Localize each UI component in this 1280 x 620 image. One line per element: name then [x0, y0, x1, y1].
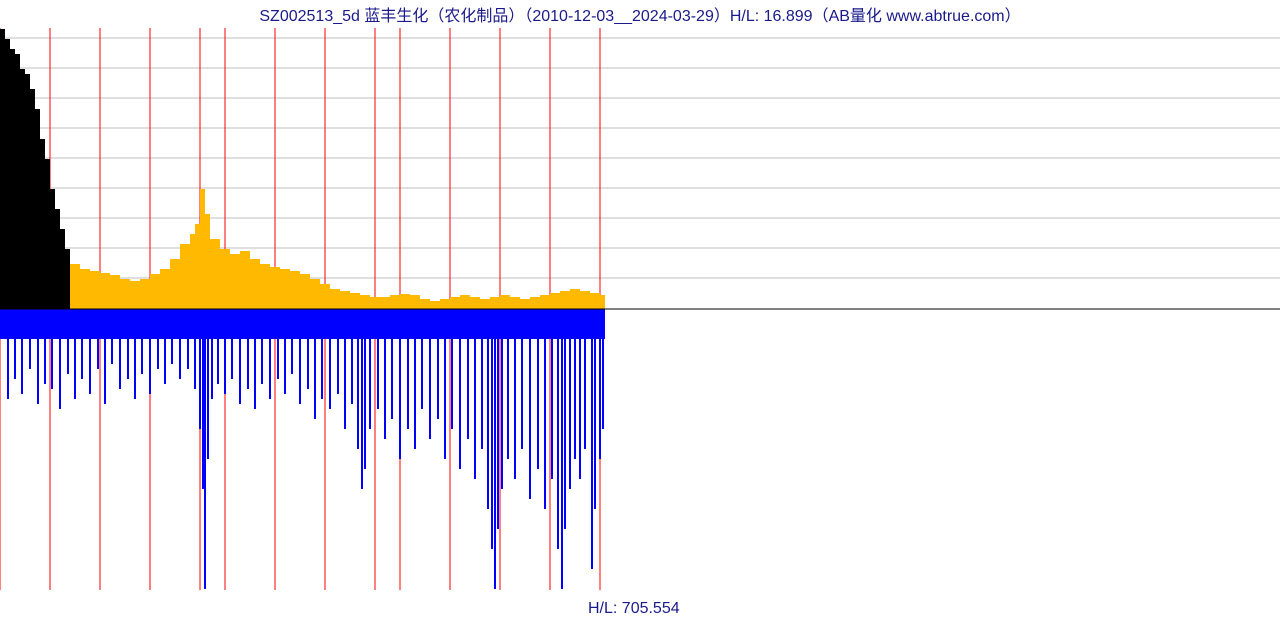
bottom-hl-label: H/L: 705.554 [588, 600, 680, 618]
chart-title: SZ002513_5d 蓝丰生化（农化制品）（2010-12-03__2024-… [0, 2, 1280, 26]
stock-chart [0, 28, 1280, 590]
